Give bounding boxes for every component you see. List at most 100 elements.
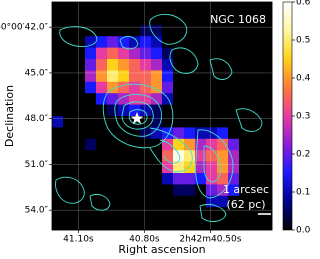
colorbar-tick-label: 0.2 <box>296 150 310 160</box>
pixel <box>107 195 119 208</box>
pixel <box>217 13 229 26</box>
pixel <box>96 138 108 151</box>
pixel <box>250 47 262 60</box>
pixel <box>74 13 86 26</box>
pixel <box>195 184 207 197</box>
pixel <box>96 184 108 197</box>
pixel <box>206 218 218 231</box>
y-tick-label: 51.0″ <box>25 160 49 170</box>
pixel <box>63 116 75 128</box>
pixel <box>85 104 97 117</box>
pixel <box>217 47 229 60</box>
pixel <box>52 81 64 94</box>
pixel <box>107 161 119 174</box>
pixel <box>217 81 229 94</box>
pixel <box>239 104 251 117</box>
pixel <box>173 173 185 185</box>
pixel <box>63 127 75 140</box>
pixel <box>162 59 174 71</box>
pixel <box>184 104 196 117</box>
pixel <box>129 207 141 219</box>
pixel <box>96 104 108 117</box>
pixel <box>206 161 218 174</box>
pixel <box>217 59 229 71</box>
pixel <box>151 81 163 94</box>
pixel <box>228 59 240 71</box>
pixel <box>162 47 174 60</box>
pixel <box>261 161 273 174</box>
pixel <box>184 13 196 26</box>
pixel <box>250 104 262 117</box>
y-tick-label: -0°00′42.0″ <box>0 23 49 33</box>
pixel <box>228 138 240 151</box>
pixel <box>107 207 119 219</box>
pixel <box>250 36 262 48</box>
scale-label: 1 arcsec <box>223 183 269 196</box>
pixel <box>239 81 251 94</box>
pixel <box>85 138 97 151</box>
pixel <box>217 161 229 174</box>
pixel <box>74 47 86 60</box>
pixel <box>118 36 130 48</box>
pixel <box>261 81 273 94</box>
pixel <box>261 59 273 71</box>
pixel <box>173 2 185 14</box>
pixel <box>217 195 229 208</box>
pixel <box>118 13 130 26</box>
pixel <box>140 195 152 208</box>
pixel <box>261 150 273 162</box>
pixel <box>250 81 262 94</box>
pixel <box>140 127 152 140</box>
pixel <box>74 36 86 48</box>
pixel <box>63 13 75 26</box>
pixel <box>162 218 174 231</box>
pixel <box>151 70 163 83</box>
pixel <box>206 93 218 105</box>
pixel <box>173 161 185 174</box>
pixel <box>239 13 251 26</box>
pixel <box>261 127 273 140</box>
pixel <box>63 81 75 94</box>
pixel <box>129 59 141 71</box>
pixel <box>195 70 207 83</box>
pixel <box>195 47 207 60</box>
grid <box>52 2 272 230</box>
pixel <box>173 13 185 26</box>
pixel <box>107 2 119 14</box>
pixel <box>151 207 163 219</box>
pixel <box>162 13 174 26</box>
pixel <box>217 127 229 140</box>
pixel <box>52 207 64 219</box>
pixel <box>228 116 240 128</box>
pixel <box>184 207 196 219</box>
pixel <box>162 116 174 128</box>
pixel <box>107 70 119 83</box>
pixel <box>195 195 207 208</box>
colorbar-tick-label: 0.6 <box>296 0 311 8</box>
pixel <box>228 207 240 219</box>
pixel <box>74 2 86 14</box>
pixel <box>151 59 163 71</box>
pixel <box>63 36 75 48</box>
pixel <box>162 138 174 151</box>
pixel <box>206 2 218 14</box>
pixel <box>129 13 141 26</box>
pixel <box>184 81 196 94</box>
pixel <box>85 36 97 48</box>
pixel <box>195 173 207 185</box>
pixel <box>151 218 163 231</box>
pixel <box>118 81 130 94</box>
pixel <box>217 36 229 48</box>
pixel <box>250 70 262 83</box>
pixel <box>250 184 262 197</box>
pixel <box>173 195 185 208</box>
pixel <box>162 161 174 174</box>
pixel <box>85 81 97 94</box>
heatmap <box>52 2 273 231</box>
plot-frame <box>51 1 273 231</box>
pixel <box>129 150 141 162</box>
pixel <box>140 24 152 37</box>
pixel <box>74 207 86 219</box>
pixel <box>52 59 64 71</box>
pixel <box>107 127 119 140</box>
